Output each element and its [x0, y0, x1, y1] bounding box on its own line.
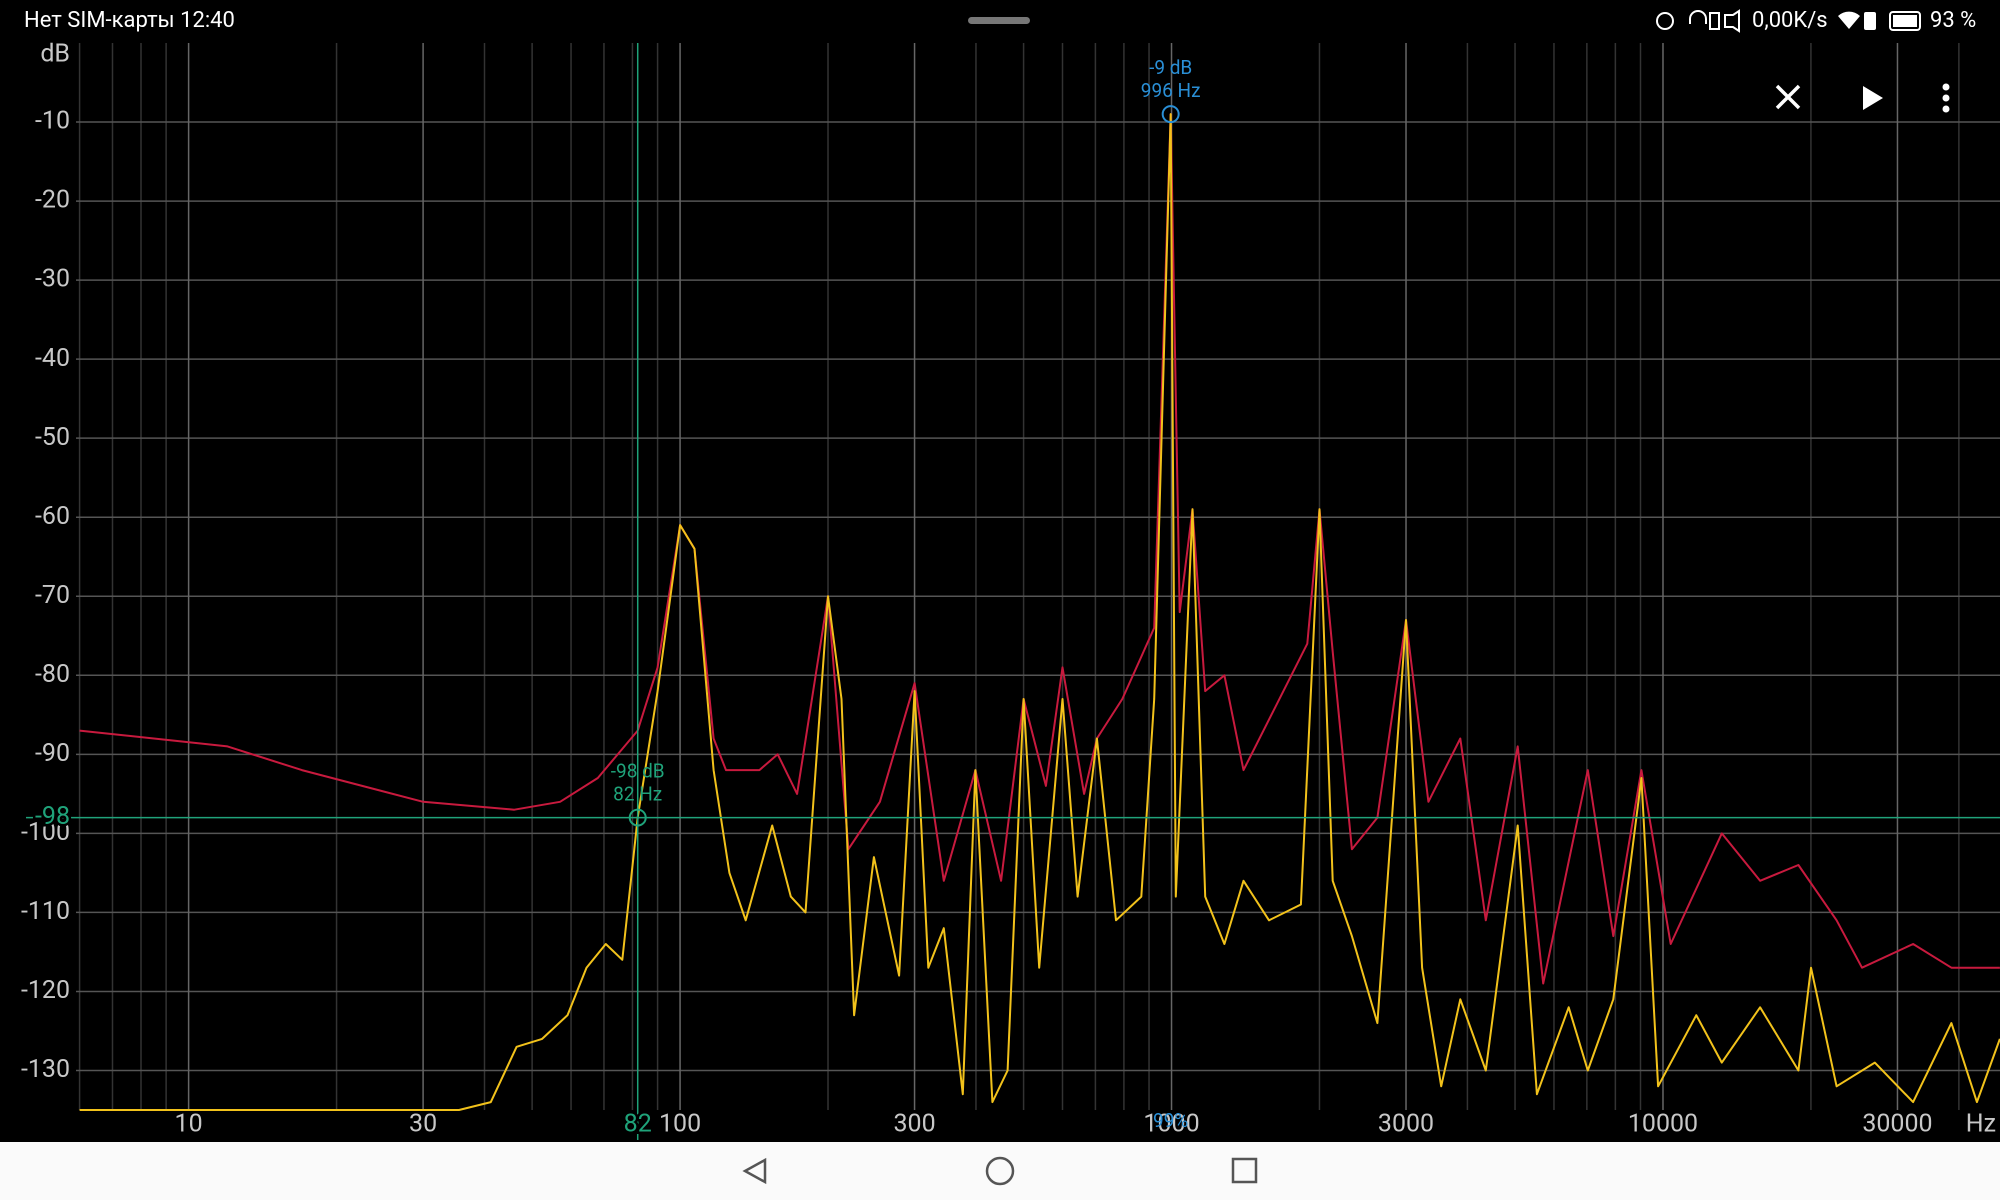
cursor-y-value: -98 dB	[611, 760, 665, 783]
recents-button[interactable]	[1231, 1157, 1258, 1184]
y-tick-label: -20	[35, 186, 70, 215]
y-tick-label: -60	[35, 502, 70, 531]
y-tick-label: -80	[35, 660, 70, 689]
x-tick-label: 10	[175, 1110, 203, 1139]
y-tick-label: -30	[35, 265, 70, 294]
spectrum-line	[79, 113, 2000, 1111]
status-icons-right	[1838, 11, 1921, 31]
close-button[interactable]	[1775, 84, 1801, 110]
cursor-x-axis-label: 82	[624, 1110, 652, 1139]
x-tick-label: 100	[659, 1110, 701, 1139]
home-button[interactable]	[985, 1156, 1015, 1186]
y-tick-label: -70	[35, 581, 70, 610]
y-tick-label: -130	[21, 1055, 70, 1084]
cursor-x-value: 996 Hz	[1141, 79, 1201, 102]
plot: -10 -20 -30 -40 -50 -60 -70 -80 -90 -100 -110 -120 -…	[21, 40, 2000, 1141]
cursor-y-value: -9 dB	[1149, 56, 1192, 79]
y-tick-label: -90	[35, 739, 70, 768]
play-button[interactable]	[1863, 86, 1883, 110]
background	[0, 0, 2000, 1142]
x-tick-label: 30	[409, 1110, 437, 1139]
x-axis-unit: Hz	[1966, 1110, 1996, 1139]
x-tick-label: 300	[893, 1110, 935, 1139]
x-tick-label: 30000	[1862, 1110, 1932, 1139]
cursor-marker	[628, 808, 647, 827]
overlay-label: 99%	[1153, 1109, 1188, 1132]
y-tick-label: -110	[21, 897, 70, 926]
y-tick-label: -50	[35, 423, 70, 452]
menu-button[interactable]	[1942, 83, 1950, 113]
drag-handle[interactable]	[968, 17, 1030, 24]
back-button[interactable]	[742, 1157, 767, 1185]
y-tick-label: -100	[21, 818, 70, 847]
cursor-y-axis-label: -98	[35, 802, 70, 831]
net-speed: 0,00K/s	[1752, 8, 1828, 33]
status-icons	[1656, 9, 1740, 33]
x-tick-label: 3000	[1378, 1110, 1434, 1139]
battery: 93 %	[1930, 8, 1976, 33]
x-tick-label: 1000	[1143, 1110, 1199, 1139]
y-tick-label: -120	[21, 976, 70, 1005]
carrier-time: Нет SIM-карты 12:40	[24, 8, 235, 33]
y-tick-label: -10	[35, 107, 70, 136]
cursor-marker	[1161, 105, 1180, 124]
y-axis-label: dB	[40, 40, 70, 69]
nav-bar	[0, 1142, 2000, 1200]
x-tick-label: 10000	[1628, 1110, 1698, 1139]
y-tick-label: -40	[35, 344, 70, 373]
cursor-x-value: 82 Hz	[613, 783, 662, 806]
